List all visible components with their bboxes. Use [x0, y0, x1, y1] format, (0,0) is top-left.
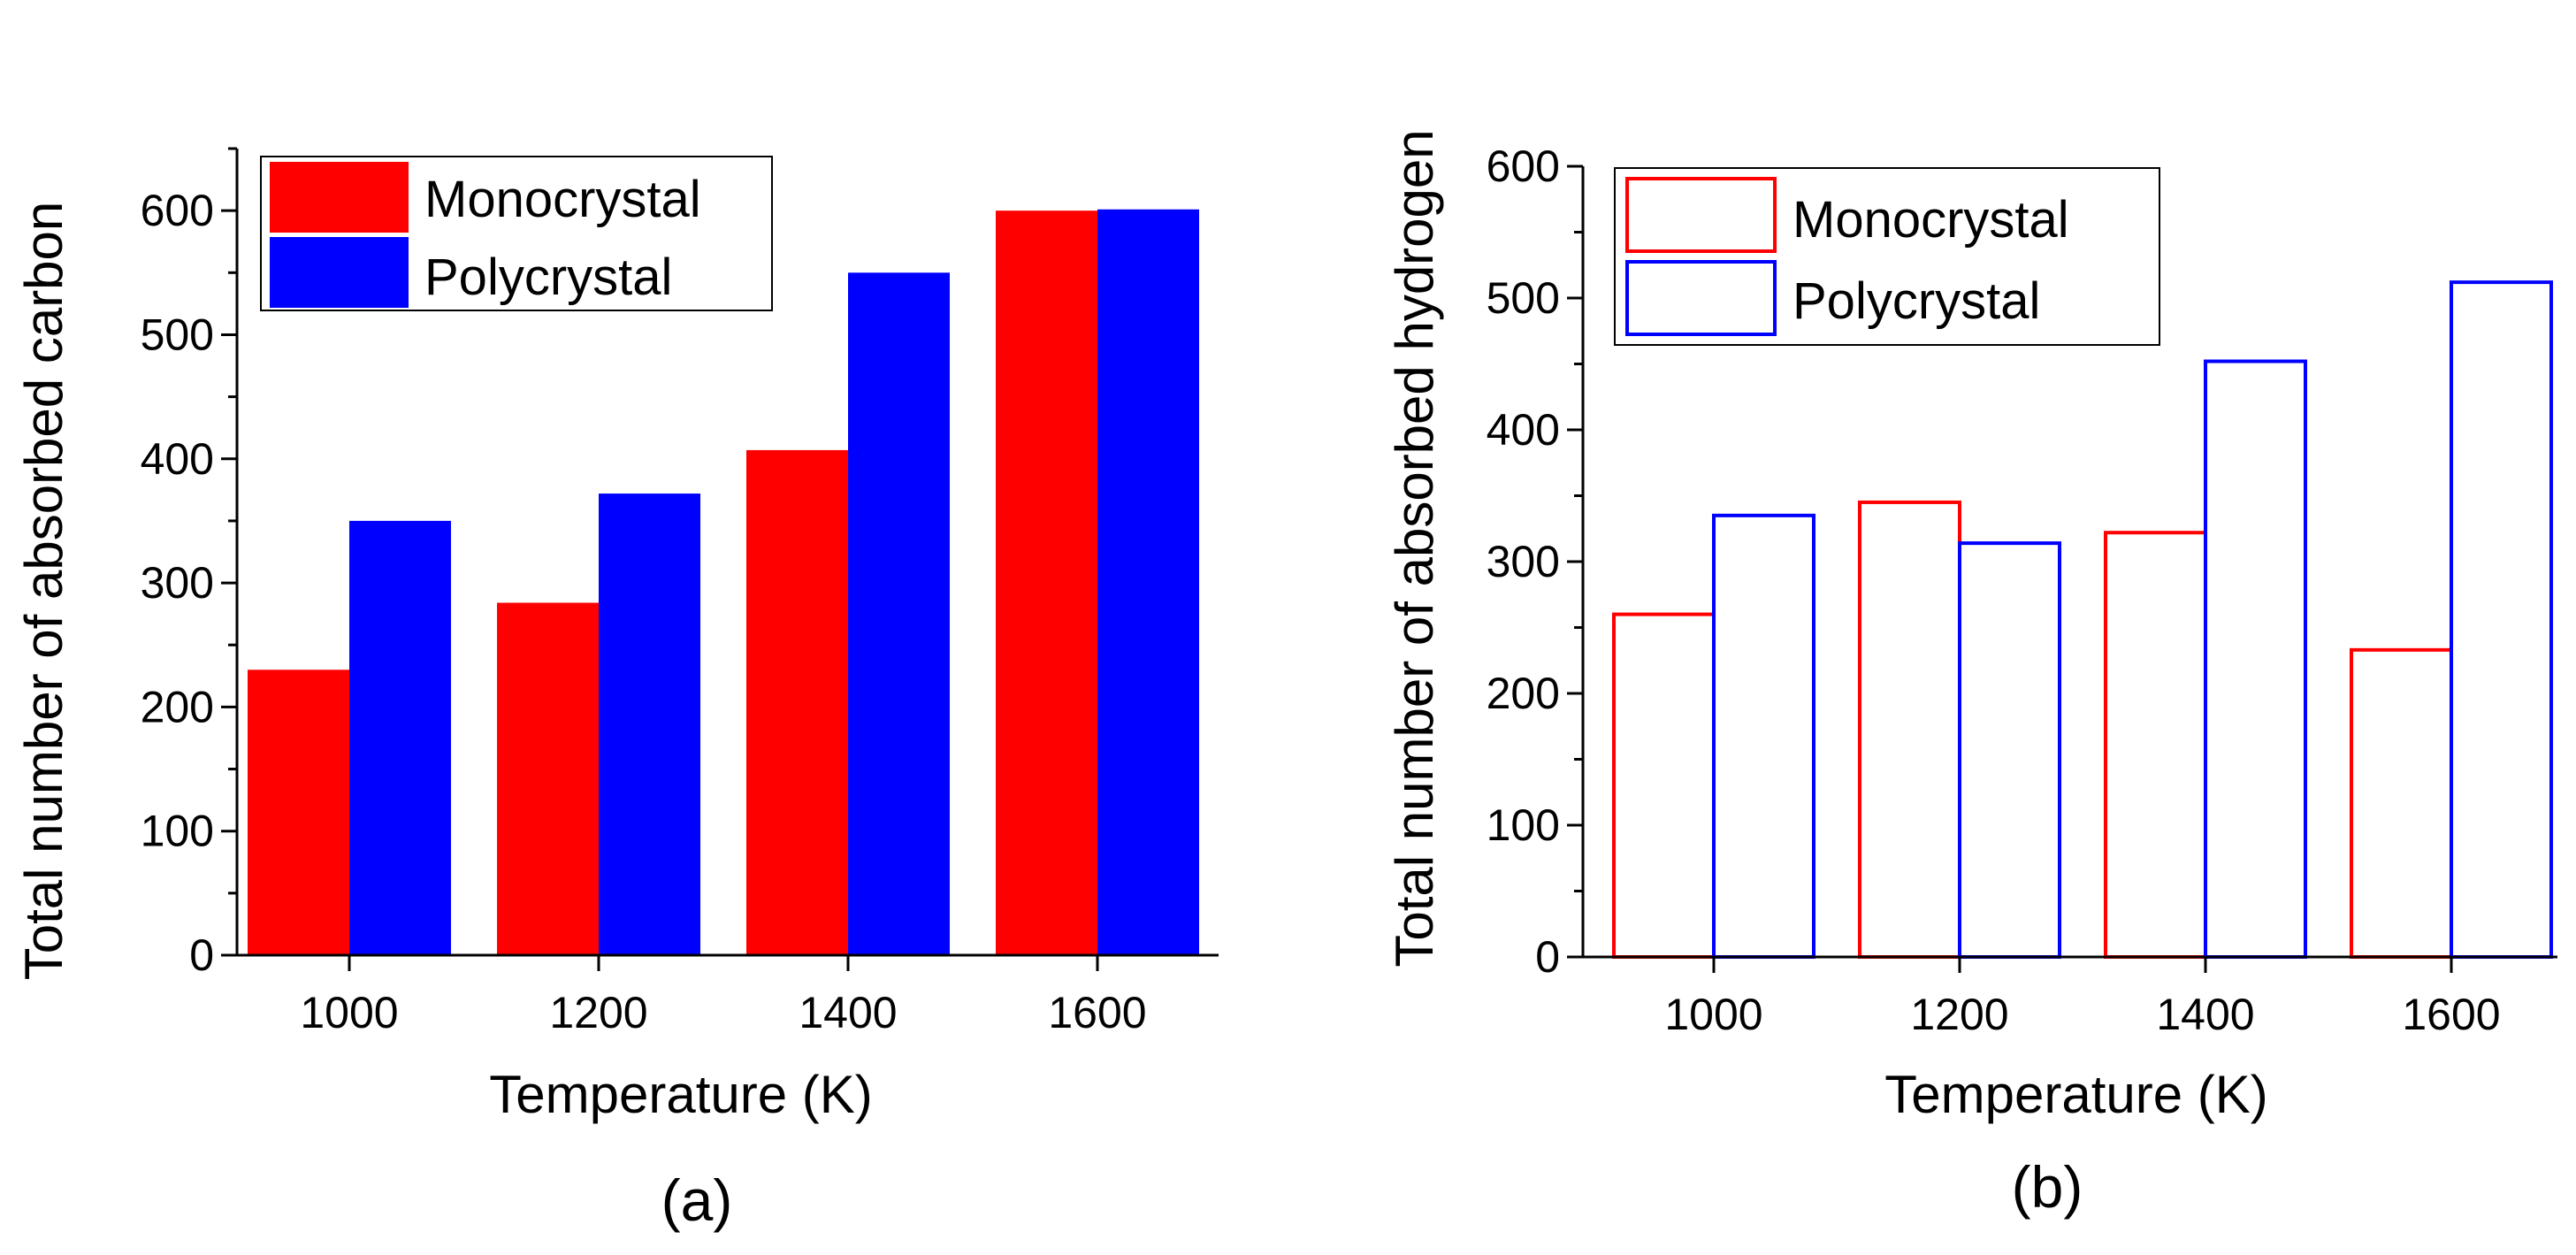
panel-b-x-tick-label-1000: 1000 [1664, 990, 1762, 1039]
panel-a-legend-swatch-monocrystal [270, 162, 409, 233]
panel-a-y-tick-label-300: 300 [141, 558, 214, 608]
panel-b-y-tick-label-400: 400 [1487, 405, 1560, 455]
panel-b-bar-polycrystal-1200 [1958, 541, 2061, 959]
panel-a-plot-area: 0 100 200 300 400 500 600 1000 1200 1400 1600 [141, 147, 1219, 1037]
panel-b-y-tick-label-500: 500 [1487, 273, 1560, 323]
panel-a-y-tick-label-600: 600 [141, 186, 214, 235]
panel-a-bar-polycrystal-1400 [848, 272, 950, 955]
panel-b-label: (b) [2012, 1154, 2083, 1220]
panel-b-plot-area: 0 100 200 300 400 500 600 1000 1200 1400 1600 [1487, 142, 2557, 1039]
panel-b-x-tick-label-1200: 1200 [1910, 990, 2008, 1039]
panel-b-x-tick-label-1400: 1400 [2156, 990, 2254, 1039]
panel-b-y-tick-label-100: 100 [1487, 800, 1560, 850]
panel-b-x-axis-title: Temperature (K) [1884, 1065, 2267, 1124]
panel-a-y-tick-label-500: 500 [141, 310, 214, 359]
panel-a-bar-polycrystal-1200 [599, 494, 700, 955]
panel-b-bar-polycrystal-1600 [2450, 280, 2553, 959]
panel-b-y-tick-label-300: 300 [1487, 537, 1560, 586]
panel-a-bar-polycrystal-1600 [1097, 209, 1199, 956]
panel-b-bar-polycrystal-1000 [1712, 513, 1815, 959]
panel-b-bar-polycrystal-1400 [2204, 359, 2307, 959]
panel-a-x-tick-label-1000: 1000 [300, 988, 398, 1037]
panel-b-x-tick-label-1600: 1600 [2402, 990, 2500, 1039]
panel-a-legend-label-polycrystal: Polycrystal [424, 249, 672, 306]
panel-b-legend-swatch-polycrystal [1625, 260, 1777, 336]
panel-b-y-tick-label-600: 600 [1487, 142, 1560, 191]
panel-b-legend-swatch-monocrystal [1625, 177, 1777, 253]
panel-a-x-tick-label-1400: 1400 [799, 988, 897, 1037]
panel-b-y-tick-label-0: 0 [1535, 932, 1560, 982]
panel-b-y-axis-title: Total number of absorbed hydrogen [1385, 129, 1444, 967]
panel-b-legend-label-polycrystal: Polycrystal [1792, 272, 2040, 330]
panel-a-label: (a) [661, 1167, 733, 1233]
panel-b-hydrogen-chart: Total number of absorbed hydrogen Temper… [1385, 129, 2557, 1220]
panel-b-bar-monocrystal-1200 [1858, 500, 1961, 959]
panel-b-bar-monocrystal-1000 [1612, 612, 1716, 959]
panel-b-bar-monocrystal-1600 [2350, 647, 2453, 960]
panel-a-x-tick-label-1200: 1200 [549, 988, 647, 1037]
panel-a-bar-monocrystal-1000 [248, 670, 349, 955]
panel-a-x-axis-title: Temperature (K) [489, 1065, 872, 1124]
panel-a-bar-monocrystal-1400 [746, 449, 848, 955]
panel-a-y-tick-label-100: 100 [141, 807, 214, 856]
panel-a-x-tick-label-1600: 1600 [1048, 988, 1146, 1037]
panel-a-legend-label-monocrystal: Monocrystal [424, 171, 701, 228]
panel-a-bar-monocrystal-1200 [497, 602, 599, 955]
panel-a-y-tick-label-0: 0 [189, 930, 214, 980]
panel-a-y-axis-title: Total number of absorbed carbon [14, 202, 73, 981]
panel-b-bar-monocrystal-1400 [2104, 531, 2207, 959]
panel-a-y-tick-label-200: 200 [141, 682, 214, 731]
panel-b-legend: Monocrystal Polycrystal [1614, 167, 2160, 346]
panel-b-legend-label-monocrystal: Monocrystal [1792, 191, 2069, 249]
panel-a-bar-polycrystal-1000 [349, 520, 451, 955]
panel-b-y-tick-label-200: 200 [1487, 669, 1560, 718]
panel-a-bar-monocrystal-1600 [996, 210, 1097, 956]
panel-b-legend-frame [1614, 167, 2160, 346]
panel-a-y-tick-label-400: 400 [141, 434, 214, 484]
panel-a-legend-swatch-polycrystal [270, 237, 409, 308]
panel-a-legend: Monocrystal Polycrystal [260, 156, 773, 311]
panel-a-carbon-chart: Total number of absorbed carbon Temperat… [14, 147, 1219, 1233]
